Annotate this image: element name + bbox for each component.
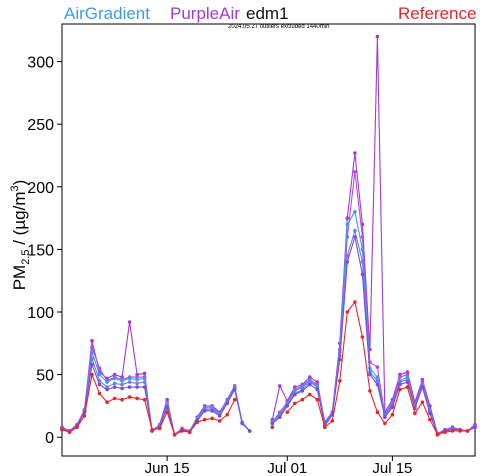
y-tick-label: 250 [27, 117, 54, 134]
y-axis-label: PM2.5 / (µg/m3) [9, 180, 32, 291]
outlier-note: 2024.05.27 outliers excluded 1440min [228, 24, 330, 30]
legend-reference: Reference [398, 4, 477, 23]
x-axis: Jun 15 Jul 01 Jul 15 [145, 456, 412, 476]
y-tick-label: 50 [36, 368, 54, 385]
y-label-close: ) [10, 180, 29, 186]
y-label-main: PM [10, 265, 29, 291]
series-group [60, 34, 477, 437]
y-axis: 0 50 100 150 200 250 300 [27, 55, 62, 447]
y-tick-label: 150 [27, 242, 54, 259]
series-line [286, 300, 468, 436]
series-line [271, 236, 476, 436]
data-point [270, 425, 275, 430]
series-line [271, 36, 476, 435]
x-tick-label: Jul 01 [267, 460, 307, 476]
series-line [61, 346, 251, 436]
legend-airgradient: AirGradient [64, 4, 150, 23]
series-line [61, 372, 236, 436]
series-reference [60, 300, 470, 437]
legend-purpleair: PurpleAir [170, 4, 240, 23]
y-label-units: / (µg/m [10, 192, 29, 250]
series-line [61, 362, 251, 436]
series-edm1 [60, 235, 477, 437]
series-line [61, 358, 251, 436]
series-line [271, 228, 476, 436]
series-purpleair [60, 34, 477, 437]
legend-edm1: edm1 [246, 4, 289, 23]
x-tick-label: Jun 15 [145, 460, 190, 476]
y-label-sub: 2.5 [20, 249, 32, 264]
x-tick-label: Jul 15 [372, 460, 412, 476]
series-line [61, 351, 251, 436]
y-tick-label: 200 [27, 180, 54, 197]
series-airgradient [60, 210, 477, 437]
series-purpleair-2 [60, 170, 477, 437]
y-tick-label: 300 [27, 55, 54, 72]
y-tick-label: 0 [45, 430, 54, 447]
plot-frame [61, 23, 476, 457]
y-tick-label: 100 [27, 305, 54, 322]
y-label-sup: 3 [9, 185, 21, 191]
